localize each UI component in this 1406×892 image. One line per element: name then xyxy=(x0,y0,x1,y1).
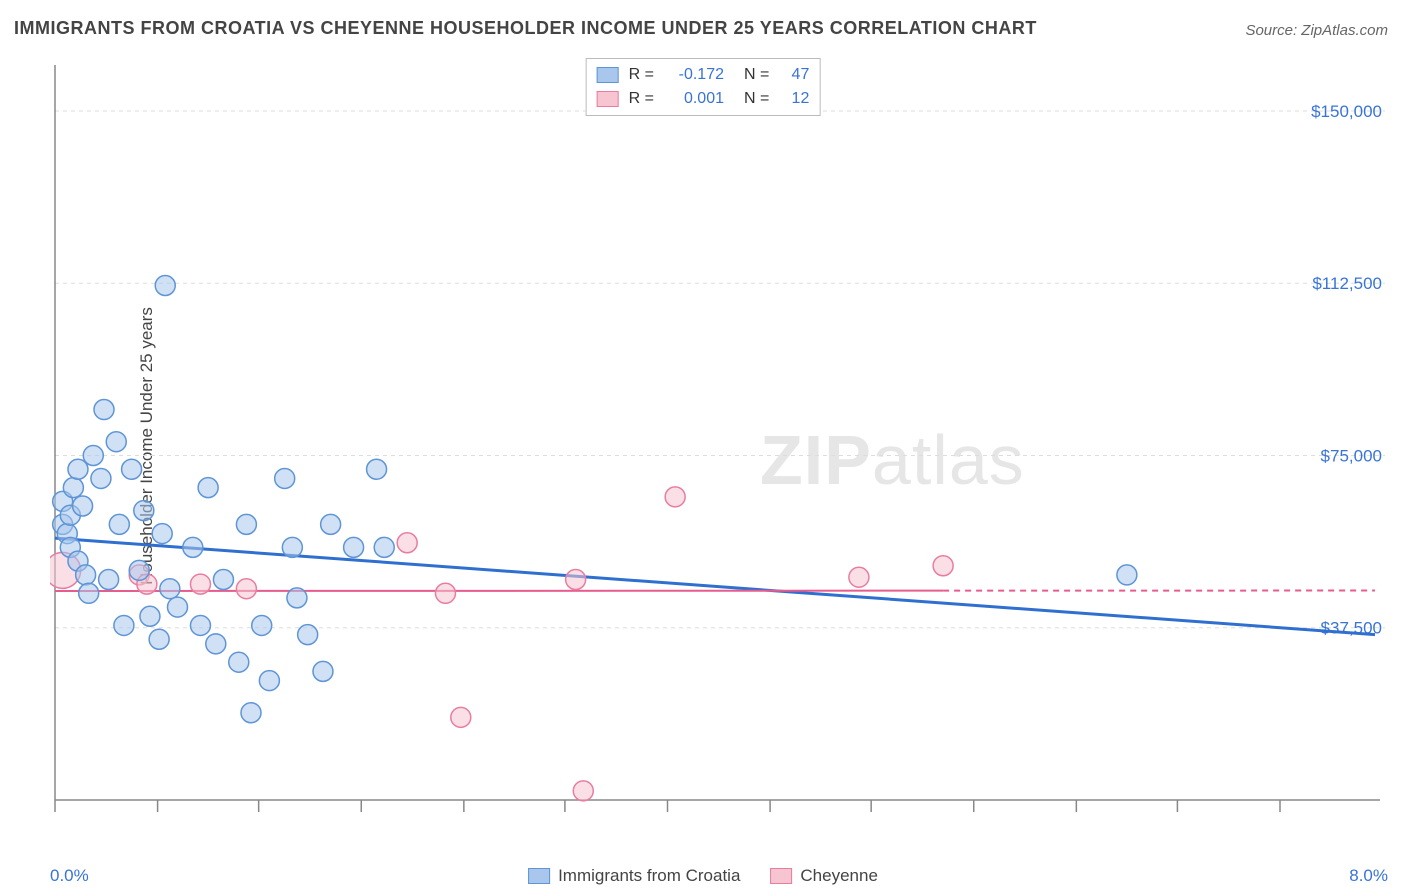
legend-swatch-cheyenne xyxy=(770,868,792,884)
legend-item-cheyenne: Cheyenne xyxy=(770,866,878,886)
legend-label-cheyenne: Cheyenne xyxy=(800,866,878,886)
correlation-legend: R = -0.172 N = 47 R = 0.001 N = 12 xyxy=(586,58,821,116)
n-label: N = xyxy=(744,87,769,111)
legend-item-croatia: Immigrants from Croatia xyxy=(528,866,740,886)
r-value-cheyenne: 0.001 xyxy=(664,87,724,111)
correlation-row-cheyenne: R = 0.001 N = 12 xyxy=(597,87,810,111)
r-label: R = xyxy=(629,63,654,87)
svg-text:$75,000: $75,000 xyxy=(1321,446,1382,465)
correlation-row-croatia: R = -0.172 N = 47 xyxy=(597,63,810,87)
legend-swatch-croatia xyxy=(528,868,550,884)
svg-text:$112,500: $112,500 xyxy=(1312,274,1382,293)
x-axis-min-label: 0.0% xyxy=(50,866,89,886)
swatch-cheyenne xyxy=(597,91,619,107)
legend-label-croatia: Immigrants from Croatia xyxy=(558,866,740,886)
svg-text:$150,000: $150,000 xyxy=(1311,102,1382,121)
plot-area: $37,500$75,000$112,500$150,000 xyxy=(50,55,1390,845)
r-label: R = xyxy=(629,87,654,111)
n-value-cheyenne: 12 xyxy=(779,87,809,111)
chart-title: IMMIGRANTS FROM CROATIA VS CHEYENNE HOUS… xyxy=(14,18,1037,39)
scatter-chart-svg: $37,500$75,000$112,500$150,000 xyxy=(50,55,1390,845)
r-value-croatia: -0.172 xyxy=(664,63,724,87)
series-legend: Immigrants from Croatia Cheyenne xyxy=(528,866,878,886)
swatch-croatia xyxy=(597,67,619,83)
source-attribution: Source: ZipAtlas.com xyxy=(1245,22,1388,39)
n-value-croatia: 47 xyxy=(779,63,809,87)
x-axis-max-label: 8.0% xyxy=(1349,866,1388,886)
n-label: N = xyxy=(744,63,769,87)
